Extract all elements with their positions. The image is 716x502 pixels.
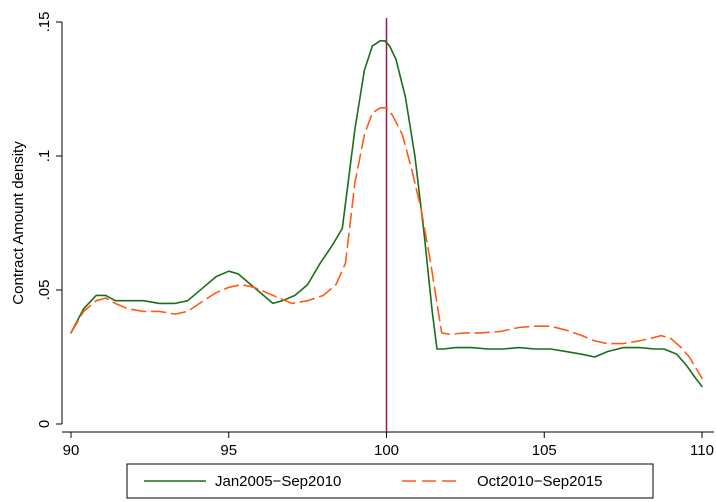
y-tick-label: .15 — [36, 12, 53, 33]
y-tick-label: .1 — [36, 150, 53, 163]
y-axis-title: Contract Amount density — [10, 141, 27, 305]
x-tick-label: 100 — [374, 442, 399, 459]
x-tick-label: 95 — [220, 442, 237, 459]
legend: Jan2005−Sep2010 Oct2010−Sep2015 — [126, 463, 654, 499]
x-tick-label: 110 — [690, 442, 714, 459]
legend-box — [126, 463, 654, 499]
y-tick-label: 0 — [36, 420, 53, 428]
x-tick-label: 90 — [63, 442, 80, 459]
x-tick-label: 105 — [532, 442, 557, 459]
y-tick-label: .05 — [36, 280, 53, 301]
series-line-jan2005-sep2010 — [70, 40, 703, 388]
legend-label-oct2010-sep2015: Oct2010−Sep2015 — [477, 473, 603, 490]
series-layer — [70, 40, 703, 388]
series-line-oct2010-sep2015 — [70, 107, 703, 380]
legend-label-jan2005-sep2010: Jan2005−Sep2010 — [215, 473, 341, 490]
y-ticks: 0 .05 .1 .15 — [36, 12, 62, 428]
x-ticks: 90 95 100 105 110 — [63, 432, 714, 459]
plot-area: 90 95 100 105 110 0 .05 .1 .15 — [36, 12, 714, 459]
